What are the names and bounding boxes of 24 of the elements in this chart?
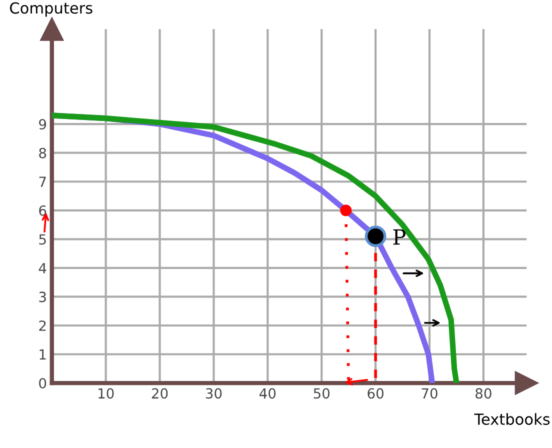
y-tick-label: 6 [39, 205, 46, 216]
x-axis-title: Textbooks [474, 413, 550, 425]
y-tick-label: 2 [39, 320, 46, 331]
y-axis-title: Computers [10, 2, 92, 17]
y-tick-label: 1 [40, 349, 46, 360]
x-tick-label: 20 [152, 388, 168, 399]
y-tick-label: 5 [39, 234, 46, 245]
y-tick-label: 7 [39, 176, 46, 187]
y-tick-label: 8 [39, 148, 46, 158]
x-tick-label: 30 [206, 388, 222, 399]
point [364, 226, 386, 247]
point [345, 378, 353, 386]
y-tick-label: 4 [38, 263, 46, 274]
x-tick-label: 40 [260, 388, 276, 399]
x-tick-label: 80 [476, 388, 492, 399]
x-tick-label: 50 [314, 388, 330, 399]
y-tick-label: 3 [39, 292, 46, 302]
y-tick-label: 0 [39, 378, 46, 389]
point [340, 204, 352, 216]
x-tick-label: 70 [422, 388, 438, 399]
annotation: P [393, 229, 406, 245]
x-tick-label: 60 [368, 388, 384, 399]
y-tick-label: 9 [39, 119, 46, 130]
x-tick-label: 10 [98, 388, 114, 399]
